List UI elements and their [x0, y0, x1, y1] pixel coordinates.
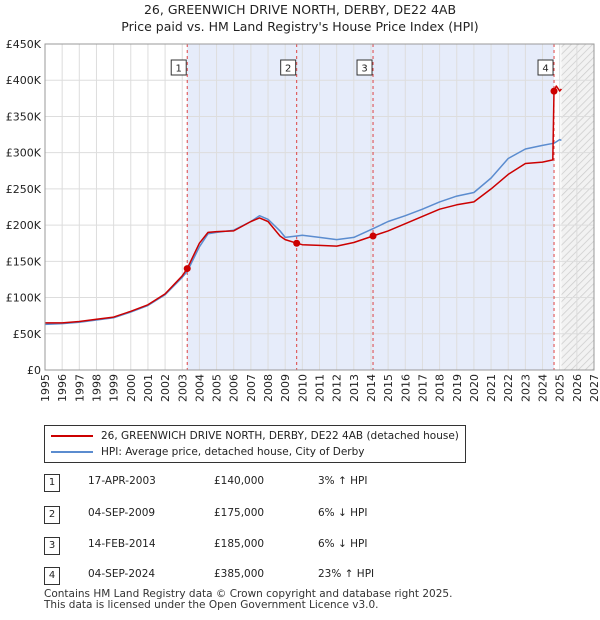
sale-marker-label: 2 [285, 64, 291, 75]
sale-row: 4 04-SEP-2024 £385,000 23% ↑ HPI [0, 565, 600, 585]
sale-marker-box: 4 [537, 59, 554, 76]
x-tick-label: 2001 [142, 374, 155, 402]
x-tick-label: 2013 [348, 374, 361, 402]
chart-title-block: 26, GREENWICH DRIVE NORTH, DERBY, DE22 4… [0, 0, 600, 35]
y-tick-label: £400K [6, 74, 42, 87]
sale-date: 17-APR-2003 [88, 475, 156, 487]
sale-row: 2 04-SEP-2009 £175,000 6% ↓ HPI [0, 504, 600, 524]
x-tick-label: 2019 [451, 374, 464, 402]
chart-title: 26, GREENWICH DRIVE NORTH, DERBY, DE22 4… [143, 2, 457, 17]
x-tick-label: 2017 [416, 374, 429, 402]
y-tick-label: £250K [6, 183, 42, 196]
footer-attribution: Contains HM Land Registry data © Crown c… [44, 589, 452, 611]
sale-row: 1 17-APR-2003 £140,000 3% ↑ HPI [0, 472, 600, 492]
x-tick-label: 2012 [331, 374, 344, 402]
y-tick-label: £100K [6, 292, 42, 305]
x-tick-label: 2022 [502, 374, 515, 402]
x-tick-label: 2018 [434, 374, 447, 402]
x-tick-label: 2009 [279, 374, 292, 402]
chart-legend: 26, GREENWICH DRIVE NORTH, DERBY, DE22 4… [44, 425, 466, 463]
sale-hpi-diff: 6% ↓ HPI [318, 507, 368, 519]
sale-point [369, 232, 377, 240]
x-tick-label: 2021 [485, 374, 498, 402]
y-tick-label: £150K [6, 255, 42, 268]
sale-row: 3 14-FEB-2014 £185,000 6% ↓ HPI [0, 535, 600, 555]
plot-frame [44, 43, 595, 371]
x-tick-label: 2003 [176, 374, 189, 402]
sale-marker-box-frame [356, 59, 373, 76]
sale-marker-box: 1 [170, 59, 187, 76]
sale-price: £175,000 [214, 507, 265, 519]
footer-line-1: Contains HM Land Registry data © Crown c… [44, 588, 453, 600]
legend-swatch-hpi [51, 451, 93, 453]
sale-marker-box: 3 [356, 59, 373, 76]
x-tick-label: 2010 [296, 374, 309, 402]
x-tick-label: 2006 [228, 374, 241, 402]
ownership-band [187, 44, 297, 370]
y-tick-label: £300K [6, 147, 42, 160]
sale-marker-label: 3 [361, 64, 367, 75]
x-tick-label: 2004 [193, 374, 206, 402]
legend-swatch-property [51, 435, 93, 437]
x-tick-label: 1998 [90, 374, 103, 402]
sale-price: £185,000 [214, 538, 265, 550]
sale-point [183, 265, 191, 273]
sale-marker-box-frame [280, 59, 297, 76]
sale-date: 04-SEP-2024 [88, 568, 156, 580]
sale-marker-label: 1 [176, 64, 182, 75]
sale-price: £385,000 [214, 568, 265, 580]
x-tick-label: 2005 [211, 374, 224, 402]
x-tick-label: 2007 [245, 374, 258, 402]
sale-marker-box-frame [170, 59, 187, 76]
sale-price: £140,000 [214, 475, 265, 487]
x-tick-label: 2024 [537, 374, 550, 402]
sale-hpi-diff: 3% ↑ HPI [318, 475, 368, 487]
x-tick-label: 1996 [56, 374, 69, 402]
y-tick-label: £450K [6, 38, 42, 51]
sale-marker-number: 2 [44, 506, 60, 524]
x-tick-label: 2015 [382, 374, 395, 402]
legend-label-hpi: HPI: Average price, detached house, City… [101, 446, 365, 458]
y-tick-label: £0 [27, 364, 41, 377]
sale-point [293, 239, 301, 247]
x-tick-label: 2026 [571, 374, 584, 402]
ownership-band [373, 44, 555, 370]
sale-marker-number: 1 [44, 474, 60, 492]
sale-date: 04-SEP-2009 [88, 507, 156, 519]
sale-hpi-diff: 6% ↓ HPI [318, 538, 368, 550]
chart-subtitle: Price paid vs. HM Land Registry's House … [121, 19, 479, 34]
price-chart: 1 2 3 4 £0 £50K £100K £150K £200K £250K £300K £350K… [6, 38, 600, 402]
sale-marker-box-frame [537, 59, 554, 76]
sale-marker-box: 2 [280, 59, 297, 76]
sale-marker-label: 4 [542, 64, 548, 75]
x-tick-label: 2020 [468, 374, 481, 402]
ownership-band [296, 44, 374, 370]
x-tick-label: 2002 [159, 374, 172, 402]
x-tick-label: 2011 [314, 374, 327, 402]
x-tick-label: 2014 [365, 374, 378, 402]
forecast-region [561, 44, 594, 370]
sale-point [550, 87, 558, 95]
sale-marker-number: 3 [44, 537, 60, 555]
x-tick-label: 1995 [39, 374, 52, 402]
sale-date: 14-FEB-2014 [88, 538, 156, 550]
footer-line-2: This data is licensed under the Open Gov… [44, 599, 379, 611]
y-tick-label: £50K [13, 328, 42, 341]
sale-hpi-diff: 23% ↑ HPI [318, 568, 375, 580]
x-tick-label: 1997 [73, 374, 86, 402]
sale-marker-number: 4 [44, 567, 60, 585]
x-tick-label: 2000 [125, 374, 138, 402]
x-tick-label: 2027 [588, 374, 600, 402]
x-tick-label: 1999 [108, 374, 121, 402]
legend-label-property: 26, GREENWICH DRIVE NORTH, DERBY, DE22 4… [101, 430, 459, 442]
x-tick-label: 2023 [519, 374, 532, 402]
y-tick-label: £200K [6, 219, 42, 232]
y-tick-label: £350K [6, 110, 42, 123]
x-tick-label: 2016 [399, 374, 412, 402]
x-tick-label: 2025 [554, 374, 567, 402]
x-tick-label: 2008 [262, 374, 275, 402]
